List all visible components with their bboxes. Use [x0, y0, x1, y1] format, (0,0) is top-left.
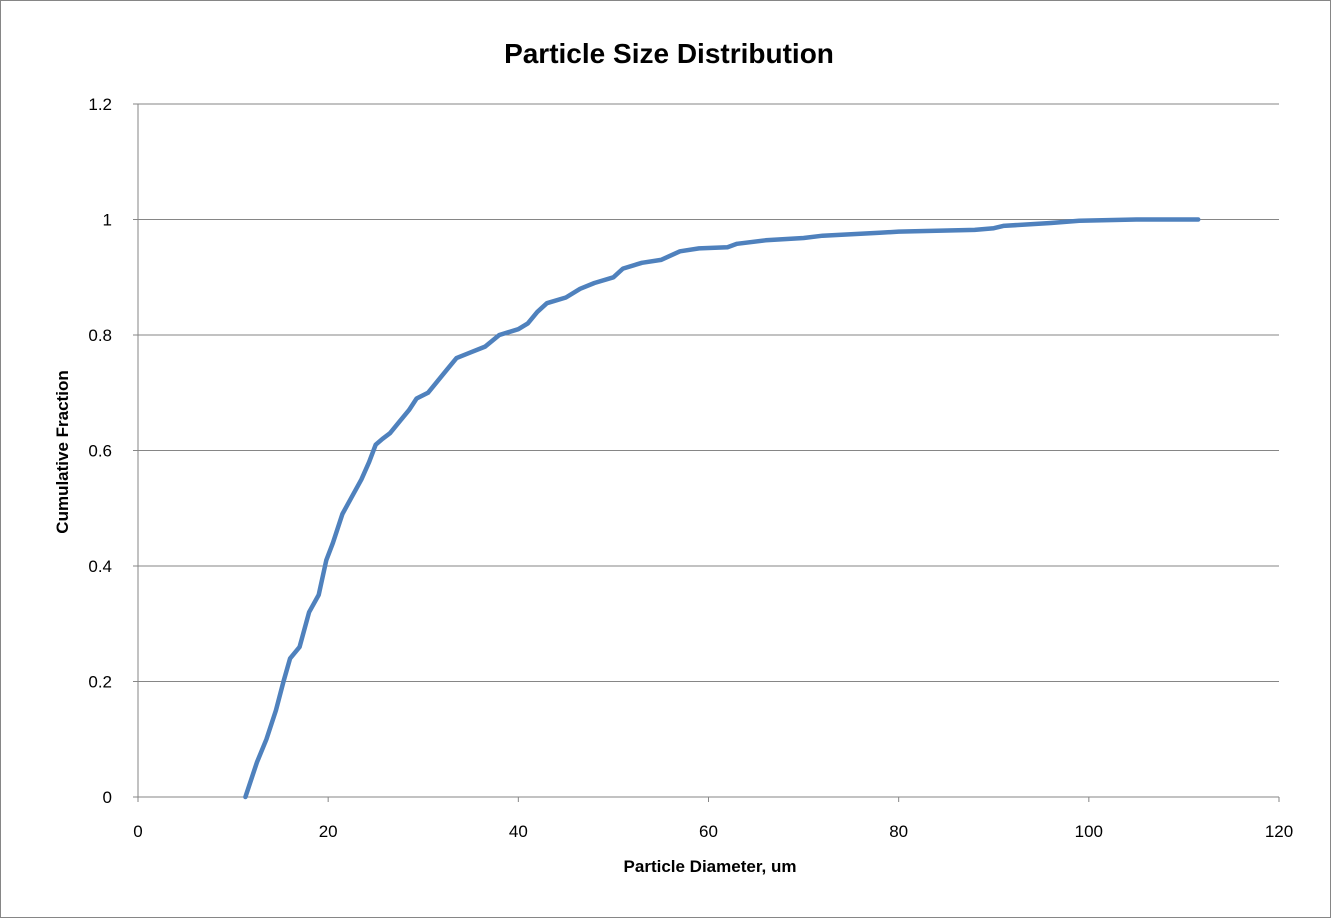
y-axis-title: Cumulative Fraction	[53, 370, 72, 533]
series-line	[243, 217, 1201, 800]
y-tick-label: 0.2	[88, 673, 112, 692]
x-tick-label: 100	[1075, 822, 1103, 841]
y-tick-label: 1.2	[88, 95, 112, 114]
x-tick-label: 120	[1265, 822, 1293, 841]
y-tick-label: 0.8	[88, 326, 112, 345]
x-tick-label: 0	[133, 822, 142, 841]
chart-title: Particle Size Distribution	[504, 38, 834, 69]
x-tick-label: 60	[699, 822, 718, 841]
x-tick-label: 20	[319, 822, 338, 841]
y-tick-label: 0	[103, 788, 112, 807]
y-tick-labels: 0 0.2 0.4 0.6 0.8 1 1.2	[88, 95, 112, 807]
x-tick-labels: 0 20 40 60 80 100 120	[133, 822, 1293, 841]
x-tick-label: 40	[509, 822, 528, 841]
axes	[133, 103, 1280, 802]
y-tick-label: 1	[103, 211, 112, 230]
series-group	[243, 217, 1201, 800]
y-tick-label: 0.4	[88, 557, 112, 576]
y-tick-label: 0.6	[88, 442, 112, 461]
x-axis-title: Particle Diameter, um	[624, 857, 797, 876]
gridlines	[138, 103, 1279, 682]
x-tick-label: 80	[889, 822, 908, 841]
